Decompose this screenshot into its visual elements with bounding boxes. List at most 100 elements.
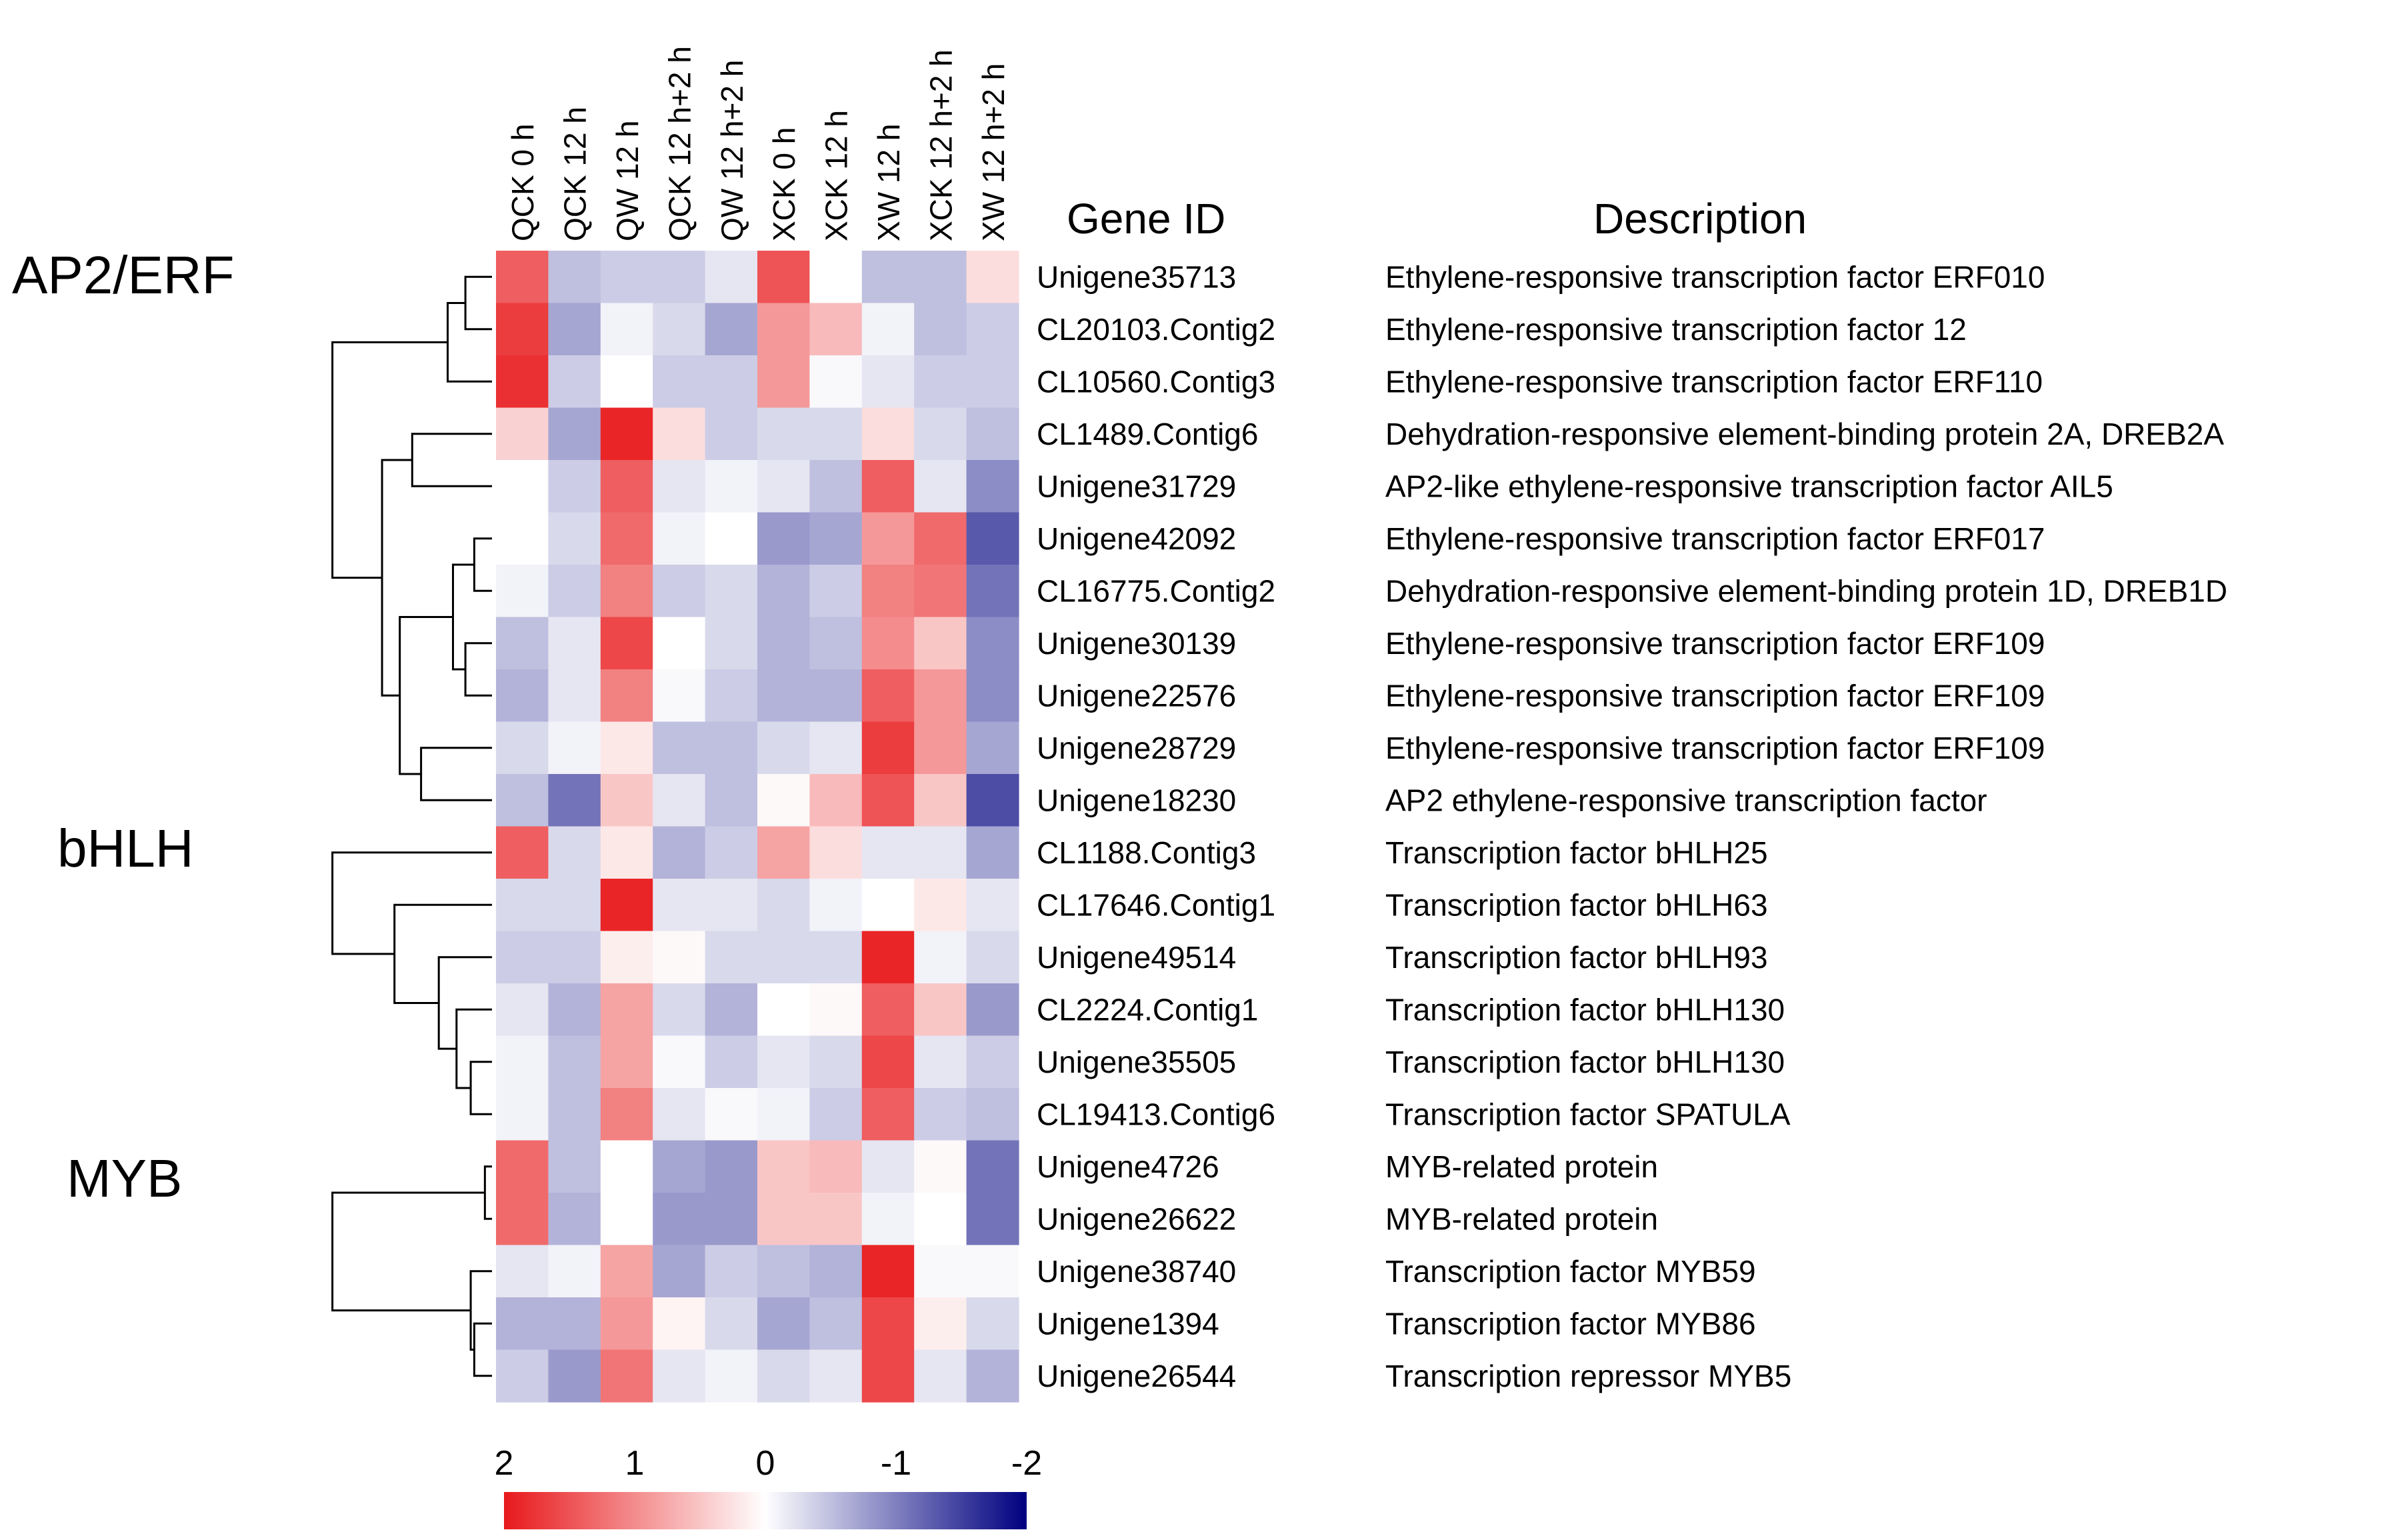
heatmap-cell xyxy=(809,407,863,461)
description-label: Transcription repressor MYB5 xyxy=(1385,1359,1791,1393)
heatmap-cell xyxy=(548,1245,601,1298)
heatmap-cell xyxy=(600,565,653,618)
heatmap-cell xyxy=(496,721,549,775)
heatmap-cell xyxy=(914,1245,967,1298)
heatmap-cell xyxy=(914,774,967,827)
heatmap-cell xyxy=(966,512,1019,565)
heatmap-cell xyxy=(600,879,653,932)
heatmap-cell xyxy=(809,1245,863,1298)
heatmap-cell xyxy=(861,931,915,984)
heatmap-cells xyxy=(496,251,1019,1403)
description-label: Ethylene-responsive transcription factor… xyxy=(1385,731,2045,765)
gene-id-label: CL1188.Contig3 xyxy=(1037,835,1256,870)
heatmap-cell xyxy=(705,512,758,565)
gene-id-label: Unigene30139 xyxy=(1037,626,1236,661)
description-label: Ethylene-responsive transcription factor… xyxy=(1385,521,2045,556)
heatmap-cell xyxy=(757,1193,810,1246)
heatmap-cell xyxy=(757,669,810,723)
heatmap-cell xyxy=(600,774,653,827)
heatmap-cell xyxy=(966,931,1019,984)
heatmap-cell xyxy=(809,1088,863,1141)
column-label: XCK 0 h xyxy=(767,127,801,241)
heatmap-cell xyxy=(600,1349,653,1403)
column-label: XCK 12 h+2 h xyxy=(923,49,958,241)
heatmap-cell xyxy=(705,407,758,461)
gene-id-label: CL2224.Contig1 xyxy=(1037,992,1258,1027)
dendrogram-branch xyxy=(331,341,448,579)
heatmap-cell xyxy=(809,669,863,723)
heatmap-cell xyxy=(600,407,653,461)
heatmap-cell xyxy=(914,565,967,618)
heatmap-cell xyxy=(653,460,706,513)
heatmap-cell xyxy=(757,721,810,775)
heatmap-cell xyxy=(705,669,758,723)
description-label: AP2-like ethylene-responsive transcripti… xyxy=(1385,469,2113,503)
heatmap-cell xyxy=(966,565,1019,618)
color-scale-tick: 0 xyxy=(756,1444,775,1483)
heatmap-cell xyxy=(966,774,1019,827)
heatmap-cell xyxy=(548,826,601,879)
heatmap-cell xyxy=(600,512,653,565)
heatmap-cell xyxy=(809,355,863,409)
heatmap-cell xyxy=(496,512,549,565)
heatmap-cell xyxy=(809,1035,863,1089)
description-label: MYB-related protein xyxy=(1385,1149,1658,1184)
heatmap-cell xyxy=(600,721,653,775)
heatmap-cell xyxy=(548,1088,601,1141)
heatmap-cell xyxy=(966,303,1019,356)
description-label: Transcription factor bHLH93 xyxy=(1385,940,1768,975)
heatmap-cell xyxy=(600,1035,653,1089)
gene-id-label: CL19413.Contig6 xyxy=(1037,1097,1275,1131)
heatmap-cell xyxy=(914,1035,967,1089)
heatmap-cell xyxy=(548,1297,601,1351)
heatmap-cell xyxy=(496,460,549,513)
heatmap-cell xyxy=(861,460,915,513)
heatmap-cell xyxy=(548,617,601,670)
heatmap-cell xyxy=(653,512,706,565)
heatmap-cell xyxy=(705,721,758,775)
heatmap-cell xyxy=(861,617,915,670)
column-label: XW 12 h+2 h xyxy=(976,63,1011,241)
heatmap-cell xyxy=(914,1297,967,1351)
heatmap-cell xyxy=(861,303,915,356)
description-label: Ethylene-responsive transcription factor… xyxy=(1385,364,2043,399)
heatmap-cell xyxy=(705,1297,758,1351)
heatmap-cell xyxy=(653,774,706,827)
heatmap-cell xyxy=(966,460,1019,513)
heatmap-cell xyxy=(548,407,601,461)
heatmap-cell xyxy=(809,879,863,932)
heatmap-cell xyxy=(548,251,601,304)
heatmap-cell xyxy=(705,1035,758,1089)
heatmap-cell xyxy=(809,826,863,879)
heatmap-cell xyxy=(861,251,915,304)
row-dendrogram xyxy=(331,275,492,1377)
heatmap-cell xyxy=(653,251,706,304)
heatmap-cell xyxy=(705,303,758,356)
heatmap-cell xyxy=(548,721,601,775)
column-label: QCK 12 h xyxy=(558,107,593,241)
dendrogram-branch xyxy=(420,747,492,801)
gene-id-label: CL1489.Contig6 xyxy=(1037,417,1258,451)
heatmap-cell xyxy=(600,1140,653,1193)
heatmap-cell xyxy=(496,355,549,409)
heatmap-cell xyxy=(496,1349,549,1403)
description-label: Transcription factor bHLH63 xyxy=(1385,887,1768,922)
dendrogram-branch xyxy=(447,302,492,383)
heatmap-cell xyxy=(548,1140,601,1193)
heatmap-cell xyxy=(966,983,1019,1037)
heatmap-cell xyxy=(861,407,915,461)
heatmap-cell xyxy=(600,1193,653,1246)
group-label: bHLH xyxy=(57,819,194,878)
heatmap-cell xyxy=(600,669,653,723)
description-label: Transcription factor bHLH25 xyxy=(1385,835,1768,870)
description-label: Transcription factor MYB86 xyxy=(1385,1306,1756,1341)
heatmap-cell xyxy=(705,879,758,932)
heatmap-cell xyxy=(653,1297,706,1351)
heatmap-cell xyxy=(914,1088,967,1141)
heatmap-cell xyxy=(809,565,863,618)
heatmap-cell xyxy=(757,512,810,565)
heatmap-cell xyxy=(653,669,706,723)
heatmap-cell xyxy=(705,617,758,670)
heatmap-cell xyxy=(548,355,601,409)
heatmap-cell xyxy=(914,460,967,513)
